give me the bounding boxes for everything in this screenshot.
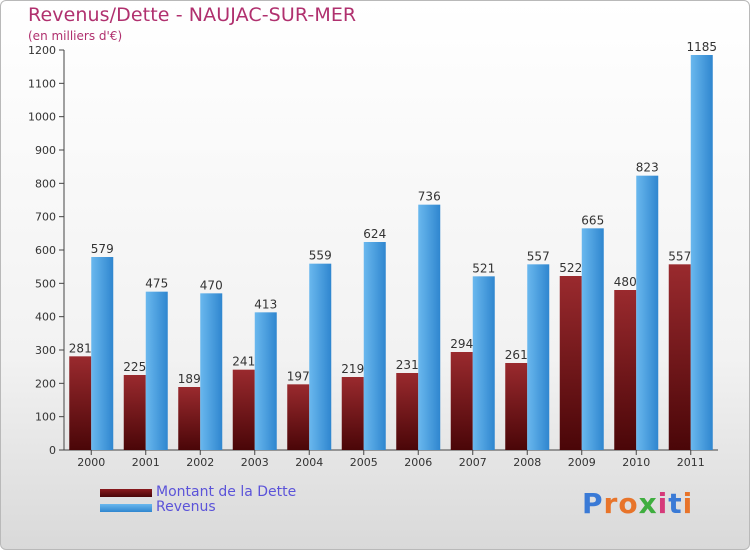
chart-title: Revenus/Dette - NAUJAC-SUR-MER (28, 4, 357, 26)
data-label-revenus: 475 (145, 277, 168, 291)
data-label-revenus: 559 (309, 249, 332, 263)
y-tick-label: 1100 (28, 77, 56, 90)
data-label-debt: 219 (341, 362, 364, 376)
data-label-debt: 281 (69, 341, 92, 355)
y-tick-label: 0 (49, 444, 56, 457)
bar-debt (178, 387, 201, 450)
x-tick-label: 2010 (622, 456, 650, 469)
bar-debt (505, 363, 528, 450)
logo-letter: o (618, 487, 639, 520)
bar-revenus (418, 204, 441, 450)
data-label-debt: 231 (396, 358, 419, 372)
bar-debt (287, 384, 310, 450)
y-tick-label: 400 (35, 311, 56, 324)
y-tick-label: 700 (35, 211, 56, 224)
bar-debt (668, 264, 691, 450)
y-tick-label: 800 (35, 177, 56, 190)
bar-revenus (145, 291, 168, 450)
data-label-debt: 197 (287, 369, 310, 383)
logo-letter: i (657, 487, 669, 520)
y-tick-label: 300 (35, 344, 56, 357)
x-tick-label: 2005 (350, 456, 378, 469)
bar-debt (614, 290, 637, 450)
bar-revenus (581, 228, 604, 450)
y-tick-label: 900 (35, 144, 56, 157)
x-tick-label: 2011 (677, 456, 705, 469)
data-label-debt: 480 (614, 275, 637, 289)
bar-revenus (309, 263, 332, 450)
data-label-revenus: 665 (581, 213, 604, 227)
data-label-debt: 189 (178, 372, 201, 386)
legend-swatch-debt (100, 489, 152, 497)
bar-debt (559, 276, 582, 450)
logo-letter: r (603, 487, 619, 520)
x-tick-label: 2008 (513, 456, 541, 469)
bar-revenus (363, 242, 386, 450)
y-tick-label: 100 (35, 411, 56, 424)
bar-revenus (527, 264, 550, 450)
data-label-debt: 225 (123, 360, 146, 374)
bar-revenus (91, 257, 114, 450)
data-label-revenus: 470 (200, 278, 223, 292)
x-tick-label: 2001 (132, 456, 160, 469)
proxiti-logo[interactable]: Proxiti (582, 487, 693, 520)
y-tick-label: 1200 (28, 44, 56, 57)
bar-revenus (636, 175, 659, 450)
data-label-revenus: 823 (636, 161, 659, 175)
data-label-revenus: 736 (418, 190, 441, 204)
data-label-debt: 241 (232, 355, 255, 369)
data-label-debt: 522 (559, 261, 582, 275)
x-tick-label: 2004 (295, 456, 323, 469)
logo-letter: x (638, 487, 658, 520)
x-tick-label: 2002 (186, 456, 214, 469)
y-tick-label: 200 (35, 377, 56, 390)
bar-debt (396, 373, 419, 450)
x-tick-label: 2000 (77, 456, 105, 469)
data-label-revenus: 1185 (686, 40, 717, 54)
y-tick-label: 1000 (28, 111, 56, 124)
data-label-revenus: 521 (472, 261, 495, 275)
logo-letter: P (582, 487, 604, 520)
legend-swatch-revenus (100, 504, 152, 512)
data-label-debt: 261 (505, 348, 528, 362)
x-tick-label: 2009 (568, 456, 596, 469)
x-tick-label: 2003 (241, 456, 269, 469)
bar-revenus (690, 55, 713, 450)
data-label-debt: 557 (668, 249, 691, 263)
data-label-revenus: 557 (527, 249, 550, 263)
logo-letter: t (668, 487, 683, 520)
legend-label-revenus: Revenus (156, 499, 216, 515)
data-label-debt: 294 (450, 337, 473, 351)
bar-revenus (200, 293, 223, 450)
legend-label-debt: Montant de la Dette (156, 484, 297, 500)
bar-debt (69, 356, 92, 450)
x-tick-label: 2006 (404, 456, 432, 469)
bar-debt (123, 375, 146, 450)
bar-debt (341, 377, 364, 450)
data-label-revenus: 624 (363, 227, 386, 241)
chart-subtitle: (en milliers d'€) (28, 29, 123, 43)
x-tick-label: 2007 (459, 456, 487, 469)
data-label-revenus: 579 (91, 242, 114, 256)
bar-revenus (472, 276, 495, 450)
bar-revenus (254, 312, 277, 450)
y-tick-label: 600 (35, 244, 56, 257)
bar-debt (232, 369, 255, 450)
y-tick-label: 500 (35, 277, 56, 290)
data-label-revenus: 413 (254, 297, 277, 311)
bar-debt (450, 352, 473, 450)
logo-letter: i (682, 487, 694, 520)
